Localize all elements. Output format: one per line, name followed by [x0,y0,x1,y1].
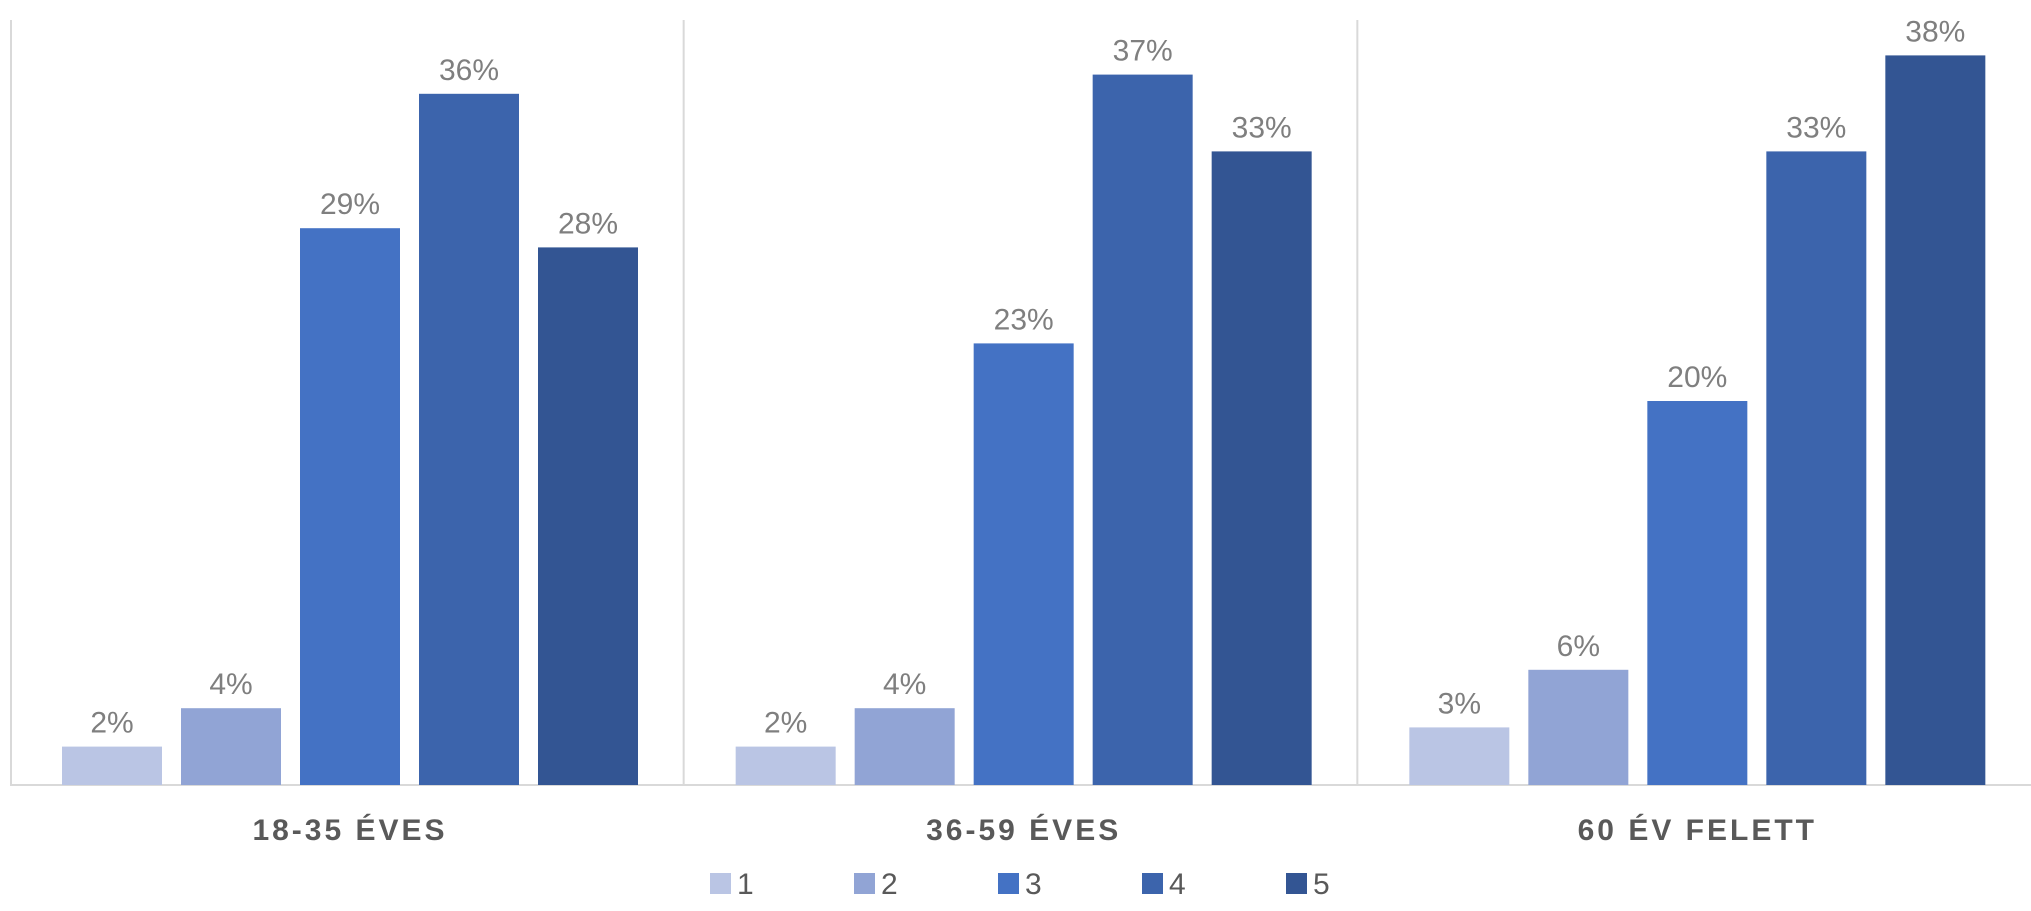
bar [1647,401,1748,785]
data-label: 4% [883,668,926,701]
category-label: 60 ÉV FELETT [1578,813,1817,847]
legend-label: 4 [1169,868,1186,901]
legend-swatch [998,873,1019,894]
bar [1211,151,1312,785]
category-labels-layer: 18-35 ÉVES 36-59 ÉVES 60 ÉV FELETT [252,813,1817,847]
bar [419,93,519,786]
bar [1409,727,1510,785]
bar [300,228,400,785]
group-separators [10,20,1359,785]
data-label: 3% [1438,687,1481,720]
legend-label: 5 [1313,868,1330,901]
data-label: 37% [1113,35,1173,68]
category-label: 18-35 ÉVES [252,813,447,847]
bar [1885,55,1986,785]
data-label: 4% [209,668,252,701]
data-label: 36% [439,54,499,87]
legend-label: 1 [737,868,754,901]
data-label: 6% [1557,630,1600,663]
data-label: 2% [90,707,133,740]
legend-swatch [710,873,731,894]
bar [973,343,1074,785]
value-labels-layer: 2% 4% 29% 36% 28% 2% 4% 23% 37% 33% 3% 6% 20% 33% 38% [90,15,1965,739]
data-label: 33% [1232,111,1292,144]
data-label: 2% [764,707,807,740]
data-label: 23% [994,303,1054,336]
bar [854,708,955,785]
data-label: 29% [320,188,380,221]
data-label: 38% [1905,15,1965,48]
bar [1528,669,1629,785]
legend-swatch [1286,873,1307,894]
legend-label: 3 [1025,868,1042,901]
category-label: 36-59 ÉVES [926,813,1121,847]
bar [735,746,836,785]
data-label: 33% [1786,111,1846,144]
bar [1092,74,1193,786]
bar [181,708,281,785]
data-label: 28% [558,207,618,240]
legend-swatch [854,873,875,894]
data-label: 20% [1667,361,1727,394]
bar [538,247,638,785]
legend-label: 2 [881,868,898,901]
legend-swatch [1142,873,1163,894]
bars-layer [62,55,1986,786]
bar [1766,151,1867,785]
legend: 1 2 3 4 5 [710,868,1330,901]
bar [62,746,162,785]
